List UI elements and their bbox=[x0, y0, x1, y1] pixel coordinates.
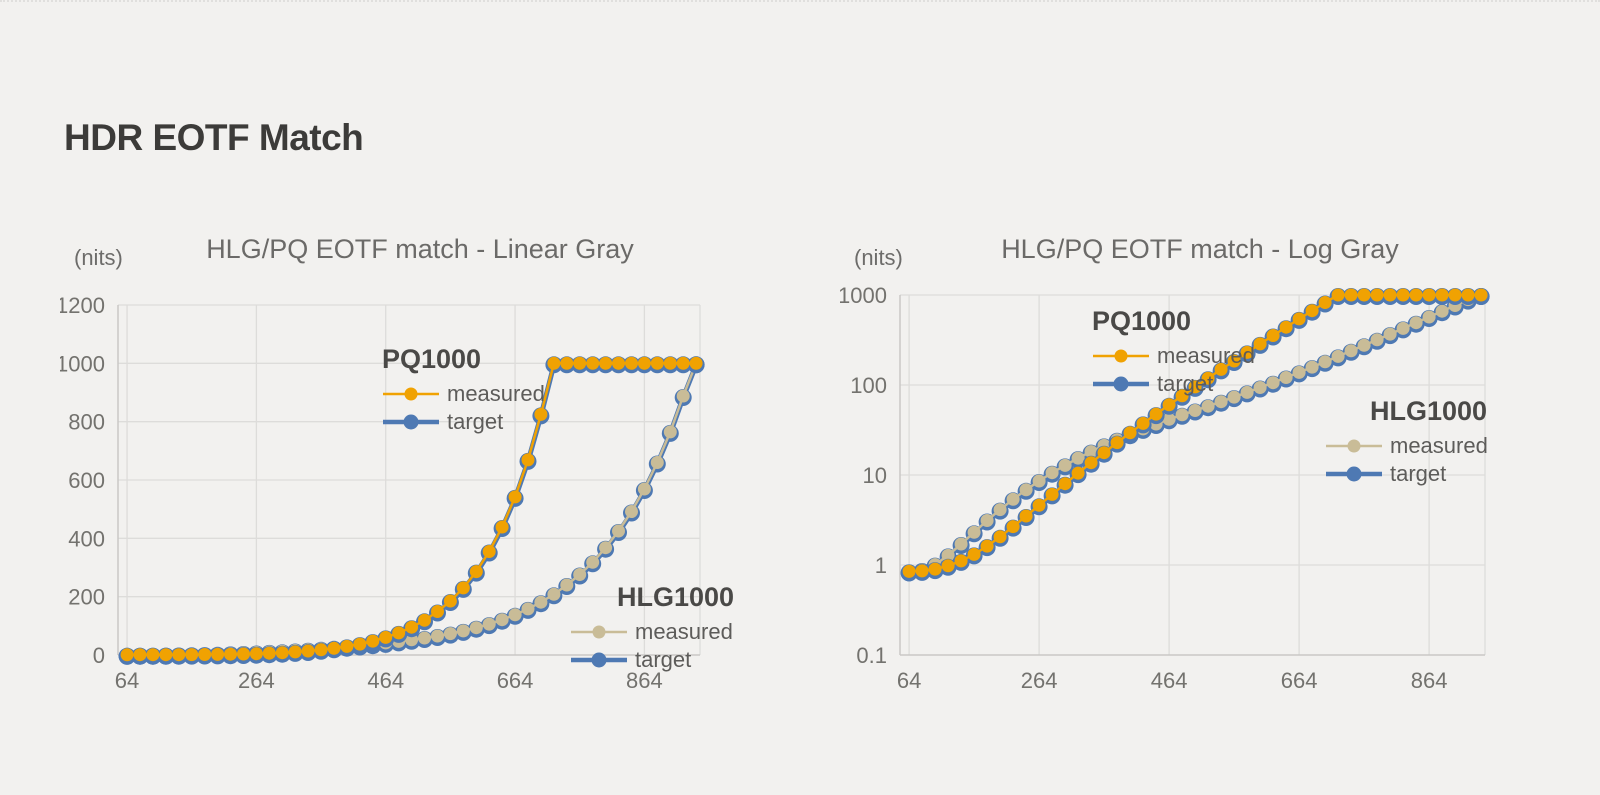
x-axis-tick-label: 64 bbox=[115, 668, 139, 693]
measured-line-marker-icon bbox=[1093, 349, 1149, 363]
y-axis-tick-label: 600 bbox=[68, 468, 105, 493]
legend-row-measured: measured bbox=[382, 380, 545, 408]
measured-line-marker-icon bbox=[383, 387, 439, 401]
y-axis-tick-label: 100 bbox=[850, 373, 887, 398]
x-axis-tick-label: 264 bbox=[238, 668, 275, 693]
log-chart-plot: 0.1 1 10 100 1000 64 264 464 664 864 bbox=[840, 283, 1490, 693]
y-axis-tick-label: 200 bbox=[68, 585, 105, 610]
x-axis-tick-label: 264 bbox=[1021, 668, 1058, 693]
target-line-marker-icon bbox=[1093, 376, 1149, 392]
x-axis-tick-label: 664 bbox=[497, 668, 534, 693]
y-axis-tick-label: 1000 bbox=[60, 351, 105, 376]
legend-label: target bbox=[635, 647, 692, 672]
y-axis-tick-label: 10 bbox=[863, 463, 887, 488]
chart-title-linear: HLG/PQ EOTF match - Linear Gray bbox=[206, 234, 634, 264]
x-axis-tick-label: 864 bbox=[1411, 668, 1448, 693]
linear-gray-chart: (nits) HLG/PQ EOTF match - Linear Gray 0… bbox=[60, 225, 820, 725]
legend-row-measured: measured bbox=[1325, 432, 1488, 460]
legend-hlg1000: HLG1000 measured target bbox=[1325, 395, 1488, 488]
legend-label: measured bbox=[1157, 343, 1255, 368]
legend-title: PQ1000 bbox=[382, 344, 482, 374]
y-axis-tick-label: 1200 bbox=[60, 293, 105, 318]
legend-pq1000: PQ1000 measured target bbox=[1092, 305, 1255, 398]
target-line-marker-icon bbox=[383, 414, 439, 430]
legend-label: target bbox=[447, 409, 504, 434]
y-axis-tick-label: 0.1 bbox=[856, 643, 887, 668]
measured-line-marker-icon bbox=[1326, 439, 1382, 453]
target-line-marker-icon bbox=[571, 652, 627, 668]
x-axis-tick-label: 464 bbox=[367, 668, 404, 693]
y-axis-unit-label: (nits) bbox=[854, 245, 903, 270]
legend-label: measured bbox=[635, 619, 733, 644]
legend-label: target bbox=[1157, 371, 1214, 396]
legend-label: measured bbox=[1390, 433, 1488, 458]
y-axis-tick-label: 0 bbox=[93, 643, 105, 668]
chart-title-log: HLG/PQ EOTF match - Log Gray bbox=[1001, 234, 1399, 264]
x-axis-tick-label: 464 bbox=[1151, 668, 1188, 693]
legend-label: target bbox=[1390, 461, 1447, 486]
y-axis-unit-label: (nits) bbox=[74, 245, 123, 270]
legend-title: HLG1000 bbox=[617, 582, 735, 612]
y-axis-tick-label: 1000 bbox=[840, 283, 887, 308]
legend-hlg1000: HLG1000 measured target bbox=[570, 581, 734, 674]
legend-title: HLG1000 bbox=[1370, 396, 1488, 426]
legend-row-target: target bbox=[1092, 370, 1255, 398]
x-axis-tick-label: 64 bbox=[897, 668, 921, 693]
x-axis-tick-label: 864 bbox=[626, 668, 663, 693]
legend-label: measured bbox=[447, 381, 545, 406]
top-border bbox=[0, 0, 1600, 2]
legend-title: PQ1000 bbox=[1092, 306, 1192, 336]
linear-chart-plot: 0 200 400 600 800 1000 1200 64 264 464 664 864 bbox=[60, 293, 705, 693]
legend-row-target: target bbox=[382, 408, 545, 436]
y-axis-tick-label: 400 bbox=[68, 526, 105, 551]
x-axis-tick-label: 664 bbox=[1281, 668, 1318, 693]
legend-row-measured: measured bbox=[570, 618, 734, 646]
target-line-marker-icon bbox=[1326, 466, 1382, 482]
page-title: HDR EOTF Match bbox=[64, 116, 364, 158]
y-axis-tick-label: 1 bbox=[875, 553, 887, 578]
y-axis-tick-label: 800 bbox=[68, 410, 105, 435]
legend-row-measured: measured bbox=[1092, 342, 1255, 370]
legend-pq1000: PQ1000 measured target bbox=[382, 343, 545, 436]
measured-line-marker-icon bbox=[571, 625, 627, 639]
legend-row-target: target bbox=[1325, 460, 1488, 488]
log-gray-chart: (nits) HLG/PQ EOTF match - Log Gray 0.1 1… bbox=[840, 225, 1600, 725]
legend-row-target: target bbox=[570, 646, 734, 674]
